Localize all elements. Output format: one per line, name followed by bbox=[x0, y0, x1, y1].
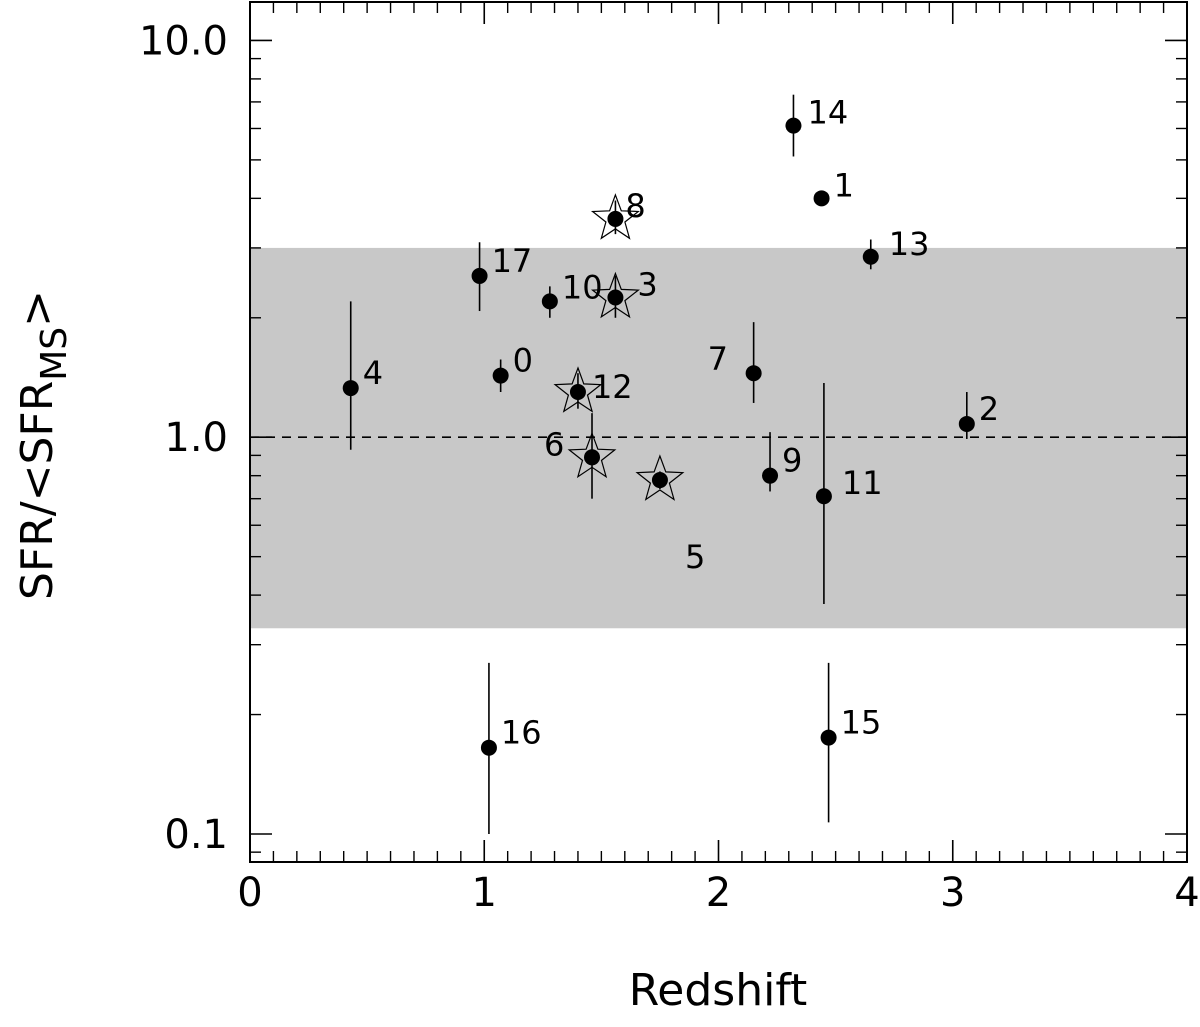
shaded-band-layer bbox=[250, 247, 1187, 629]
data-point-3 bbox=[607, 289, 624, 306]
y-axis-title-subscript: MS bbox=[34, 327, 75, 381]
data-point-13 bbox=[862, 248, 879, 265]
star-marker-5 bbox=[635, 454, 685, 501]
data-point-14 bbox=[785, 117, 802, 134]
point-label-5: 5 bbox=[685, 538, 705, 576]
data-point-2 bbox=[958, 415, 975, 432]
data-point-16 bbox=[480, 739, 497, 756]
point-label-4: 4 bbox=[363, 354, 383, 392]
data-point-1 bbox=[813, 190, 830, 207]
x-axis-title: Redshift bbox=[629, 965, 808, 1016]
shaded-band bbox=[250, 247, 1187, 629]
data-point-6 bbox=[584, 449, 601, 466]
point-label-17: 17 bbox=[492, 242, 533, 280]
data-point-8 bbox=[607, 210, 624, 227]
point-label-2: 2 bbox=[979, 390, 999, 428]
data-point-10 bbox=[541, 293, 558, 310]
point-label-3: 3 bbox=[637, 265, 657, 303]
data-point-0 bbox=[492, 367, 509, 384]
data-point-4 bbox=[342, 380, 359, 397]
axes-layer: 0 1 2 3 40.11.010.0 bbox=[139, 1, 1200, 916]
point-label-7: 7 bbox=[708, 340, 728, 378]
x-tick-label: 1 bbox=[472, 870, 497, 916]
point-label-0: 0 bbox=[513, 342, 533, 380]
star-marker-12 bbox=[553, 366, 603, 413]
point-label-9: 9 bbox=[782, 442, 802, 480]
star-marker-3 bbox=[590, 271, 640, 319]
star-marker-8 bbox=[590, 193, 640, 240]
data-point-15 bbox=[820, 729, 837, 746]
point-label-14: 14 bbox=[807, 94, 848, 132]
y-tick-label: 0.1 bbox=[164, 812, 228, 858]
y-axis-title: SFR/<SFRMS> bbox=[12, 290, 75, 600]
point-label-11: 11 bbox=[842, 464, 883, 502]
axis-labels-layer: Redshift SFR/<SFRMS> bbox=[12, 290, 807, 1016]
data-point-7 bbox=[745, 365, 762, 382]
point-label-13: 13 bbox=[889, 225, 930, 263]
data-point-17 bbox=[471, 267, 488, 284]
x-tick-label: 4 bbox=[1174, 870, 1199, 916]
x-tick-label: 0 bbox=[237, 870, 262, 916]
x-tick-label: 3 bbox=[940, 870, 965, 916]
y-axis-title-main: SFR/<SFR bbox=[12, 381, 63, 600]
point-label-12: 12 bbox=[592, 368, 633, 406]
data-point-9 bbox=[762, 467, 779, 484]
data-point-11 bbox=[815, 488, 832, 505]
data-point-12 bbox=[569, 384, 586, 401]
y-tick-label: 1.0 bbox=[164, 415, 228, 461]
y-axis-title-close: > bbox=[12, 290, 63, 327]
y-tick-label: 10.0 bbox=[139, 18, 228, 64]
star-marker-6 bbox=[567, 431, 617, 479]
point-label-16: 16 bbox=[501, 714, 542, 752]
point-label-8: 8 bbox=[625, 187, 645, 225]
point-label-10: 10 bbox=[562, 268, 603, 306]
point-label-15: 15 bbox=[841, 704, 882, 742]
data-point-5 bbox=[651, 472, 668, 489]
point-label-1: 1 bbox=[834, 166, 854, 204]
x-tick-label: 2 bbox=[706, 870, 731, 916]
point-label-6: 6 bbox=[544, 425, 564, 463]
